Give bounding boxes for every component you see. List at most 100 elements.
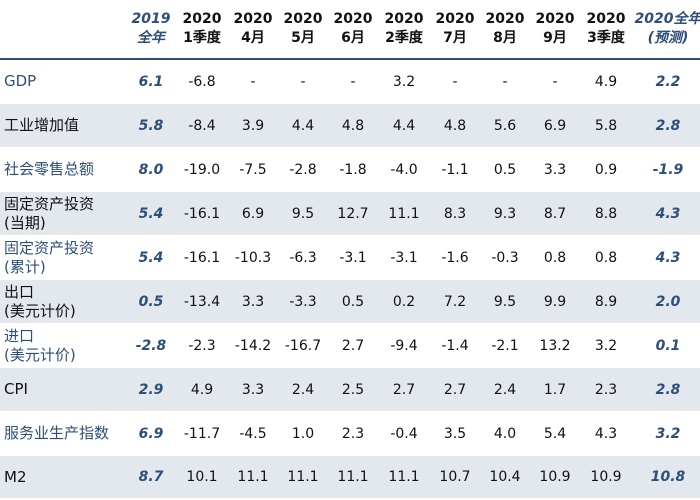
table-cell: 2.8 bbox=[632, 367, 700, 412]
table-cell: 9.9 bbox=[530, 279, 580, 324]
table-cell: -16.7 bbox=[278, 323, 328, 368]
column-header-line2: 3季度 bbox=[587, 30, 625, 46]
table-cell: 11.1 bbox=[378, 191, 430, 236]
table-cell: - bbox=[328, 59, 378, 104]
table-cell: 11.1 bbox=[228, 455, 278, 499]
table-cell: 0.2 bbox=[378, 279, 430, 324]
table-cell: 0.1 bbox=[632, 323, 700, 368]
table-cell: 11.1 bbox=[278, 455, 328, 499]
table-cell: -4.5 bbox=[228, 411, 278, 456]
table-header: 2019 全年 2020 1季度 2020 4月 2020 5月 2020 6月 2020 2季度 20… bbox=[0, 0, 700, 60]
header-corner bbox=[0, 0, 126, 60]
table-cell: 8.7 bbox=[530, 191, 580, 236]
column-header-line2: 9月 bbox=[543, 30, 567, 46]
row-label-text: 工业增加值 bbox=[4, 116, 80, 134]
column-header: 2020 2季度 bbox=[378, 0, 430, 60]
table-cell: -8.4 bbox=[176, 103, 228, 148]
table-cell: 8.3 bbox=[430, 191, 480, 236]
table-cell: 4.9 bbox=[176, 367, 228, 412]
table-cell: 0.8 bbox=[530, 235, 580, 280]
table-row: 社会零售总额 8.0 -19.0 -7.5 -2.8 -1.8 -4.0 -1.1 0.5 3.3… bbox=[0, 147, 700, 192]
table-row: 工业增加值 5.8 -8.4 3.9 4.4 4.8 4.4 4.8 5.6 6.9 5.8 2.8 bbox=[0, 103, 700, 148]
table-cell: 2.4 bbox=[278, 367, 328, 412]
column-header-line1: 2020全年 bbox=[634, 11, 700, 27]
column-header: 2020 1季度 bbox=[176, 0, 228, 60]
table-cell: 4.0 bbox=[480, 411, 530, 456]
row-label-subtext: (累计) bbox=[4, 257, 46, 276]
table-cell: 10.7 bbox=[430, 455, 480, 499]
column-header-line1: 2020 bbox=[384, 11, 424, 27]
table-cell: 3.2 bbox=[632, 411, 700, 456]
row-label-text: CPI bbox=[4, 380, 28, 398]
column-header-line2: 5月 bbox=[291, 30, 315, 46]
column-header-line1: 2020 bbox=[233, 11, 273, 27]
table-cell: -13.4 bbox=[176, 279, 228, 324]
table-cell: -1.9 bbox=[632, 147, 700, 192]
row-label-text: M2 bbox=[4, 467, 27, 486]
row-label-text: 服务业生产指数 bbox=[4, 424, 110, 442]
column-header: 2020 7月 bbox=[430, 0, 480, 60]
table-cell: 3.3 bbox=[228, 279, 278, 324]
table-cell: 3.9 bbox=[228, 103, 278, 148]
row-label-text: 固定资产投资 bbox=[4, 238, 95, 257]
table-cell: -4.0 bbox=[378, 147, 430, 192]
table-cell: -19.0 bbox=[176, 147, 228, 192]
table-cell: 8.8 bbox=[580, 191, 632, 236]
table-cell: 10.9 bbox=[530, 455, 580, 499]
table-cell: 5.8 bbox=[580, 103, 632, 148]
table-row: 固定资产投资 (累计) 5.4 -16.1 -10.3 -6.3 -3.1 -3.1 -1.6-… bbox=[0, 235, 700, 280]
table-cell: 4.4 bbox=[278, 103, 328, 148]
table-cell: -2.8 bbox=[278, 147, 328, 192]
table-cell: 7.2 bbox=[430, 279, 480, 324]
table-cell: 2.4 bbox=[480, 367, 530, 412]
table-cell: -6.8 bbox=[176, 59, 228, 104]
table-cell: 5.4 bbox=[530, 411, 580, 456]
row-label: 固定资产投资 (当期) bbox=[0, 191, 126, 236]
column-header-line2: 8月 bbox=[493, 30, 517, 46]
row-label: 服务业生产指数 bbox=[0, 411, 126, 456]
table-cell: -9.4 bbox=[378, 323, 430, 368]
table-cell: 8.0 bbox=[126, 147, 176, 192]
table-cell: 3.2 bbox=[580, 323, 632, 368]
table-cell: 2.7 bbox=[328, 323, 378, 368]
table-cell: - bbox=[480, 59, 530, 104]
row-label: 社会零售总额 bbox=[0, 147, 126, 192]
table-cell: 12.7 bbox=[328, 191, 378, 236]
table-cell: 10.1 bbox=[176, 455, 228, 499]
row-label-text: 社会零售总额 bbox=[4, 160, 95, 178]
table-cell: 6.1 bbox=[126, 59, 176, 104]
column-header-line1: 2020 bbox=[485, 11, 525, 27]
header-row: 2019 全年 2020 1季度 2020 4月 2020 5月 2020 6月 2020 2季度 20… bbox=[0, 0, 700, 60]
table-cell: -1.8 bbox=[328, 147, 378, 192]
table-cell: 4.3 bbox=[580, 411, 632, 456]
table-cell: -0.3 bbox=[480, 235, 530, 280]
table-cell: -14.2 bbox=[228, 323, 278, 368]
table-cell: -16.1 bbox=[176, 191, 228, 236]
table-cell: 9.5 bbox=[480, 279, 530, 324]
table-cell: 2.8 bbox=[632, 103, 700, 148]
row-label-text: 进口 bbox=[4, 326, 35, 345]
row-label-subtext: (美元计价) bbox=[4, 301, 76, 320]
row-label: 工业增加值 bbox=[0, 103, 126, 148]
table-cell: 3.5 bbox=[430, 411, 480, 456]
table-cell: 2.7 bbox=[430, 367, 480, 412]
column-header-line2: 2季度 bbox=[385, 30, 423, 46]
table-cell: -3.1 bbox=[328, 235, 378, 280]
table-cell: 3.3 bbox=[228, 367, 278, 412]
column-header-line1: 2020 bbox=[182, 11, 222, 27]
table-cell: 11.1 bbox=[378, 455, 430, 499]
table-row: 服务业生产指数 6.9 -11.7 -4.5 1.0 2.3 -0.4 3.5 4.0 5.4 4.… bbox=[0, 411, 700, 456]
table-cell: 8.7 bbox=[126, 455, 176, 499]
column-header-line2: 4月 bbox=[241, 30, 265, 46]
column-header: 2020 4月 bbox=[228, 0, 278, 60]
table-cell: 1.0 bbox=[278, 411, 328, 456]
table-cell: 0.5 bbox=[328, 279, 378, 324]
table-cell: 6.9 bbox=[530, 103, 580, 148]
table-cell: -2.3 bbox=[176, 323, 228, 368]
row-label: GDP bbox=[0, 59, 126, 104]
table-cell: -1.6 bbox=[430, 235, 480, 280]
table-cell: -2.1 bbox=[480, 323, 530, 368]
table-cell: 1.7 bbox=[530, 367, 580, 412]
table-row: 出口 (美元计价) 0.5 -13.4 3.3 -3.3 0.5 0.2 7.2 9.5 9.9 8.… bbox=[0, 279, 700, 324]
